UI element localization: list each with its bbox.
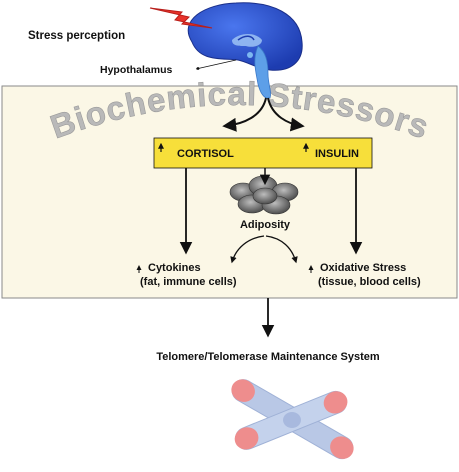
adiposity-label: Adiposity [240, 219, 291, 231]
cytokines-label: Cytokines [148, 262, 201, 274]
brain-icon [187, 2, 303, 99]
arrow-adiposity-to-oxidative [265, 235, 298, 264]
hormone-box [153, 137, 373, 169]
telomere-system-label: Telomere/Telomerase Maintenance System [156, 351, 380, 363]
arrow-to-insulin [267, 97, 305, 132]
oxidative-stress-sub-label: (tissue, blood cells) [318, 276, 421, 288]
chromosome-icon [231, 379, 354, 460]
hypothalamus-pointer [195, 59, 237, 70]
arrow-adiposity-to-cytokines [230, 235, 265, 264]
lightning-bolt-icon [149, 7, 213, 29]
cytokines-sub-label: (fat, immune cells) [140, 276, 237, 288]
cortisol-label: CORTISOL [177, 148, 234, 160]
oxidative-stress-label: Oxidative Stress [320, 262, 406, 274]
fat-tissue-icon [229, 175, 299, 215]
insulin-label: INSULIN [315, 148, 359, 160]
hypothalamus-label: Hypothalamus [100, 64, 173, 76]
arrow-to-cortisol [222, 97, 267, 132]
stress-perception-label: Stress perception [28, 30, 125, 42]
